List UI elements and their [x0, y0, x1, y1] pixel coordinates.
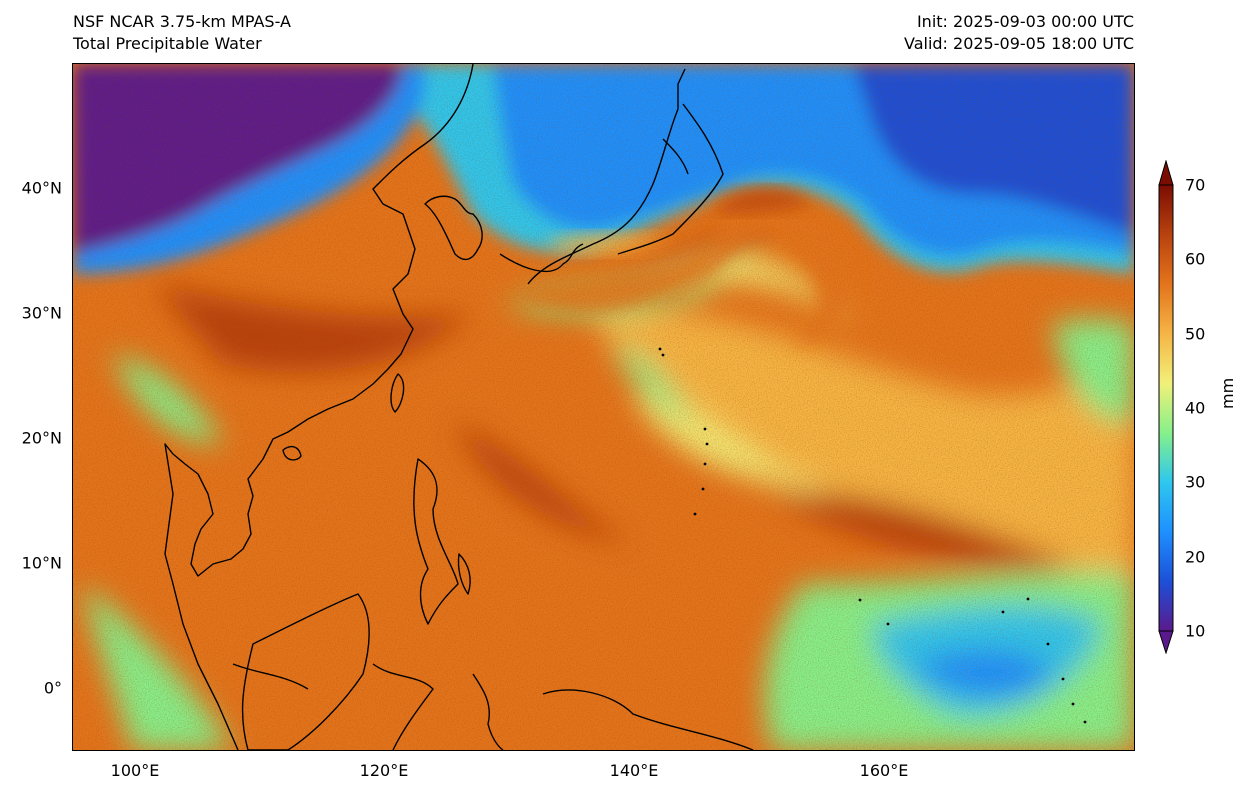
colorbar-tick-60: 60	[1185, 249, 1206, 269]
lat-label-10n: 10°N	[21, 553, 62, 573]
lon-label-140e: 140°E	[609, 761, 659, 780]
colorbar-tick-40: 40	[1185, 398, 1206, 418]
lat-label-20n: 20°N	[21, 428, 62, 448]
field-name: Total Precipitable Water	[73, 34, 262, 53]
lon-label-100e: 100°E	[110, 761, 160, 780]
colorbar-tick-50: 50	[1185, 324, 1206, 344]
lon-label-160e: 160°E	[859, 761, 909, 780]
colorbar-tick-10: 10	[1185, 621, 1206, 641]
lat-label-30n: 30°N	[21, 303, 62, 323]
colorbar-gradient	[1158, 184, 1174, 632]
colorbar-max-arrow	[1158, 159, 1174, 186]
colorbar-scale	[1158, 159, 1174, 655]
lat-label-0: 0°	[43, 678, 62, 698]
plot-title-right: Init: 2025-09-03 00:00 UTC Valid: 2025-0…	[904, 11, 1134, 55]
lat-label-40n: 40°N	[21, 178, 62, 198]
colorbar-min-arrow	[1158, 630, 1174, 655]
colorbar	[1158, 159, 1174, 655]
map-panel[interactable]	[73, 64, 1134, 750]
valid-time: Valid: 2025-09-05 18:00 UTC	[903, 34, 1134, 53]
lon-label-120e: 120°E	[359, 761, 409, 780]
colorbar-tick-30: 30	[1185, 472, 1206, 492]
init-time: Init: 2025-09-03 00:00 UTC	[916, 12, 1134, 31]
colorbar-unit-label: mm	[1218, 377, 1237, 409]
tpw-field-map	[73, 64, 1134, 750]
model-name: NSF NCAR 3.75-km MPAS-A	[73, 12, 291, 31]
colorbar-tick-20: 20	[1185, 547, 1206, 567]
plot-title-left: NSF NCAR 3.75-km MPAS-A Total Precipitab…	[73, 11, 291, 55]
colorbar-tick-70: 70	[1185, 175, 1206, 195]
